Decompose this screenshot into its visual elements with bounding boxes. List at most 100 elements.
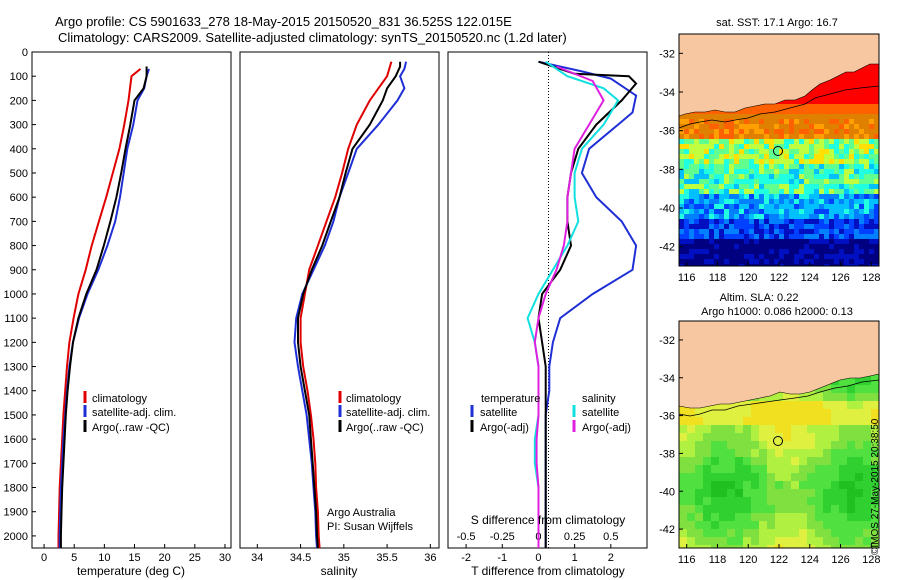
heatmap-cell: [815, 417, 823, 425]
heatmap-cell: [711, 425, 719, 433]
annotation-pi: PI: Susan Wijffels: [327, 521, 413, 533]
heatmap-cell: [759, 234, 764, 239]
heatmap-cell: [774, 239, 779, 244]
heatmap-cell: [839, 513, 847, 521]
heatmap-cell: [719, 164, 724, 169]
heatmap-cell: [759, 144, 764, 149]
heatmap-cell: [874, 179, 879, 184]
heatmap-cell: [854, 154, 859, 159]
heatmap-cell: [684, 234, 689, 239]
heatmap-cell: [814, 179, 819, 184]
heatmap-cell: [809, 204, 814, 209]
heatmap-cell: [807, 537, 815, 545]
heatmap-cell: [704, 154, 709, 159]
heatmap-cell: [874, 249, 879, 254]
heatmap-cell: [764, 154, 769, 159]
heatmap-cell: [743, 521, 751, 529]
heatmap-cell: [794, 249, 799, 254]
heatmap-cell: [859, 264, 864, 266]
heatmap-cell: [819, 194, 824, 199]
heatmap-cell: [767, 441, 775, 449]
heatmap-cell: [804, 219, 809, 224]
heatmap-cell: [799, 99, 804, 104]
heatmap-cell: [869, 159, 874, 164]
heatmap-cell: [824, 129, 829, 134]
heatmap-cell: [815, 537, 823, 545]
heatmap-cell: [679, 214, 684, 219]
heatmap-cell: [754, 159, 759, 164]
heatmap-cell: [679, 144, 684, 149]
heatmap-cell: [854, 199, 859, 204]
heatmap-cell: [804, 224, 809, 229]
heatmap-cell: [759, 179, 764, 184]
heatmap-cell: [839, 449, 847, 457]
heatmap-cell: [834, 179, 839, 184]
heatmap-cell: [824, 159, 829, 164]
heatmap-cell: [729, 149, 734, 154]
heatmap-cell: [729, 244, 734, 249]
heatmap-cell: [829, 104, 834, 109]
heatmap-cell: [824, 244, 829, 249]
heatmap-cell: [819, 134, 824, 139]
heatmap-cell: [823, 465, 831, 473]
heatmap-cell: [734, 219, 739, 224]
heatmap-cell: [824, 139, 829, 144]
heatmap-cell: [824, 194, 829, 199]
heatmap-cell: [695, 481, 703, 489]
heatmap-cell: [864, 94, 869, 99]
heatmap-cell: [759, 417, 767, 425]
x-tick-label: -2: [461, 552, 471, 564]
heatmap-cell: [784, 134, 789, 139]
heatmap-cell: [749, 144, 754, 149]
heatmap-cell: [709, 264, 714, 266]
heatmap-cell: [789, 239, 794, 244]
heatmap-cell: [744, 194, 749, 199]
heatmap-cell: [839, 104, 844, 109]
heatmap-cell: [694, 204, 699, 209]
heatmap-cell: [769, 239, 774, 244]
heatmap-cell: [839, 109, 844, 114]
salinity-lines: [293, 61, 408, 549]
heatmap-cell: [834, 149, 839, 154]
heatmap-cell: [764, 174, 769, 179]
heatmap-cell: [839, 489, 847, 497]
heatmap-cell: [739, 194, 744, 199]
heatmap-cell: [714, 254, 719, 259]
heatmap-cell: [759, 169, 764, 174]
heatmap-cell: [684, 214, 689, 219]
heatmap-cell: [863, 473, 871, 481]
heatmap-cell: [869, 144, 874, 149]
heatmap-cell: [871, 521, 879, 529]
heatmap-cell: [849, 109, 854, 114]
heatmap-cell: [709, 189, 714, 194]
heatmap-cell: [839, 89, 844, 94]
heatmap-cell: [844, 184, 849, 189]
heatmap-cell: [759, 199, 764, 204]
heatmap-cell: [754, 184, 759, 189]
heatmap-cell: [739, 159, 744, 164]
lon-tick-label: 124: [801, 272, 819, 284]
heatmap-cell: [754, 229, 759, 234]
heatmap-cell: [767, 489, 775, 497]
heatmap-cell: [684, 174, 689, 179]
heatmap-cell: [839, 505, 847, 513]
heatmap-cell: [863, 489, 871, 497]
heatmap-cell: [809, 109, 814, 114]
heatmap-cell: [679, 134, 684, 139]
heatmap-cell: [739, 234, 744, 239]
heatmap-cell: [864, 164, 869, 169]
heatmap-cell: [699, 154, 704, 159]
heatmap-cell: [754, 119, 759, 124]
heatmap-cell: [779, 119, 784, 124]
heatmap-cell: [839, 473, 847, 481]
heatmap-cell: [784, 139, 789, 144]
heatmap-cell: [774, 124, 779, 129]
heatmap-cell: [794, 189, 799, 194]
heatmap-cell: [684, 239, 689, 244]
s-tick-label: 0.25: [564, 531, 585, 543]
heatmap-cell: [703, 433, 711, 441]
heatmap-cell: [794, 149, 799, 154]
heatmap-cell: [809, 139, 814, 144]
heatmap-cell: [687, 521, 695, 529]
heatmap-cell: [729, 189, 734, 194]
